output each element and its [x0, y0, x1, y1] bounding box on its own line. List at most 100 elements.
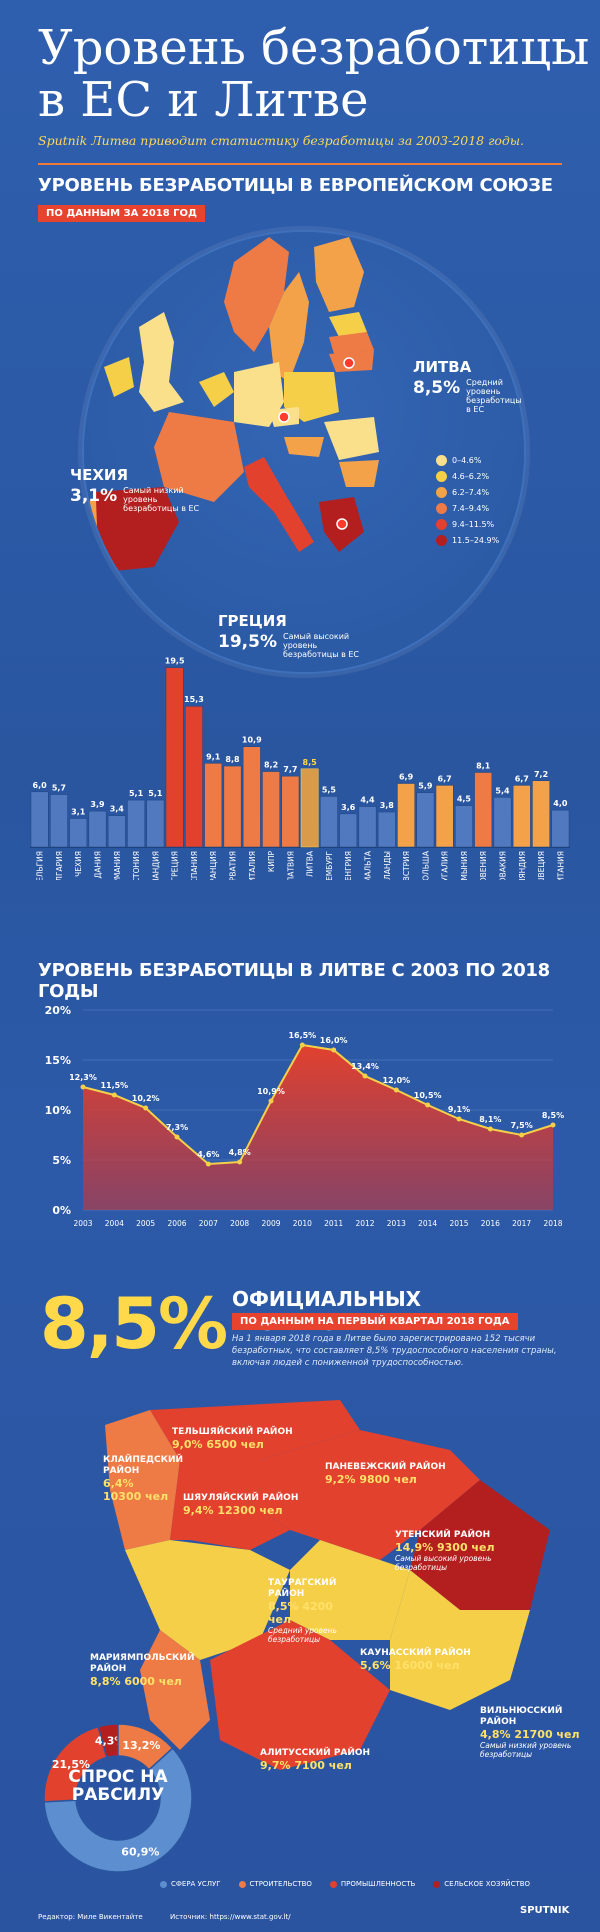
map-hungary	[284, 437, 324, 457]
data-point	[205, 1161, 211, 1167]
callout-lithuania-value: 8,5%	[413, 378, 461, 398]
map-italy	[244, 457, 314, 552]
x-tick-label: 2011	[324, 1219, 343, 1228]
region-kaunas: КАУНАССКИЙ РАЙОН 5,6% 16000 чел	[360, 1648, 471, 1672]
donut-slice-label: 60,9%	[121, 1846, 159, 1859]
bar-category-label: ЧЕХИЯ	[74, 851, 83, 877]
region-siauliai: ШЯУЛЯЙСКИЙ РАЙОН 9,4% 12300 чел	[183, 1493, 298, 1517]
map-sweden	[269, 272, 309, 382]
bar-value-label: 4,4	[360, 796, 375, 805]
bar-value-label: 6,7	[515, 774, 529, 783]
bar	[262, 771, 280, 848]
point-value-label: 13,4%	[351, 1062, 379, 1071]
bar-category-label: ВЕЛИКОБРИТАНИЯ	[556, 851, 565, 880]
region-taurage: ТАУРАГСКИЙ РАЙОН 8,5% 4200 чел Средний у…	[268, 1578, 348, 1644]
bar-value-label: 9,1	[206, 752, 221, 761]
legend-label: 4.6–6.2%	[452, 471, 490, 481]
region-utena-name: УТЕНСКИЙ РАЙОН	[395, 1530, 491, 1540]
bar	[532, 780, 550, 848]
point-value-label: 4,6%	[197, 1150, 219, 1159]
bar-category-label: БОЛГАРИЯ	[55, 851, 64, 880]
bar	[146, 799, 165, 848]
region-utena-value: 14,9% 9300 чел	[395, 1541, 495, 1554]
callout-czechia: ЧЕХИЯ 3,1% Самый низкий уровень безработ…	[70, 466, 208, 513]
eu-bar-chart: 6,0 БЕЛЬГИЯ 5,7 БОЛГАРИЯ 3,1 ЧЕХИЯ 3,9 ДАНИЯ 3,4…	[30, 657, 570, 880]
czechia-marker	[278, 411, 290, 423]
region-kaunas-name: КАУНАССКИЙ РАЙОН	[360, 1648, 471, 1658]
bar-category-label: ИРЛАНДИЯ	[151, 851, 160, 880]
labor-demand-donut: 60,9%21,5%4,3%13,2%	[43, 1723, 193, 1873]
donut-legend-label: СФЕРА УСЛУГ	[171, 1880, 221, 1888]
legend-item: 11.5–24.9%	[436, 532, 499, 548]
bar	[435, 785, 454, 848]
data-point	[174, 1134, 180, 1140]
bar-value-label: 3,8	[380, 801, 395, 810]
x-tick-label: 2005	[136, 1219, 155, 1228]
donut-legend-swatch	[160, 1880, 167, 1888]
bar	[377, 811, 396, 848]
region-klaipeda-name: КЛАЙПЕДСКИЙ РАЙОН	[103, 1455, 184, 1476]
bar-category-label: НИДЕРЛАНДЫ	[383, 851, 392, 880]
map-region-alytus	[210, 1620, 390, 1770]
map-region-taurage	[125, 1540, 290, 1660]
map-region-vilnius	[390, 1570, 530, 1710]
eu-section-tag: ПО ДАННЫМ ЗА 2018 ГОД	[38, 205, 205, 222]
bar	[512, 785, 531, 848]
region-telsiai-name: ТЕЛЬШЯЙСКИЙ РАЙОН	[172, 1427, 293, 1437]
official-big-value: 8,5%	[40, 1283, 228, 1365]
region-vilnius: ВИЛЬНЮССКИЙ РАЙОН 4,8% 21700 чел Самый н…	[480, 1706, 580, 1759]
lt-section-heading: УРОВЕНЬ БЕЗРАБОТИЦЫ В ЛИТВЕ С 2003 ПО 20…	[38, 960, 550, 1002]
point-value-label: 16,0%	[320, 1036, 348, 1045]
donut-slice	[117, 1723, 174, 1771]
region-klaipeda: КЛАЙПЕДСКИЙ РАЙОН 6,4% 10300 чел	[103, 1455, 184, 1503]
legend-label: 11.5–24.9%	[452, 535, 500, 545]
point-value-label: 10,9%	[257, 1087, 285, 1096]
callout-czechia-name: ЧЕХИЯ	[70, 466, 129, 484]
data-point	[519, 1132, 525, 1138]
region-telsiai: ТЕЛЬШЯЙСКИЙ РАЙОН 9,0% 6500 чел	[172, 1427, 293, 1451]
y-tick-label: 10%	[45, 1104, 71, 1117]
donut-slice-label: 13,2%	[122, 1739, 160, 1752]
region-marijampole: МАРИЯМПОЛЬСКИЙ РАЙОН 8,8% 6000 чел	[90, 1653, 200, 1688]
x-tick-label: 2007	[199, 1219, 218, 1228]
map-uk	[139, 312, 184, 412]
bar-category-label: ИСПАНИЯ	[190, 851, 199, 880]
bar	[127, 799, 145, 848]
bar	[50, 794, 68, 848]
region-siauliai-name: ШЯУЛЯЙСКИЙ РАЙОН	[183, 1493, 299, 1503]
x-tick-label: 2012	[355, 1219, 374, 1228]
donut-legend-item: СФЕРА УСЛУГ	[160, 1880, 221, 1888]
x-tick-label: 2017	[512, 1219, 531, 1228]
callout-lithuania: ЛИТВА 8,5% Средний уровень безработицы в…	[413, 358, 522, 414]
bar	[493, 797, 512, 848]
data-point	[425, 1102, 431, 1108]
bar-value-label: 10,9	[242, 736, 262, 745]
bar-category-label: ЭСТОНИЯ	[132, 851, 141, 880]
bar-value-label: 8,8	[225, 755, 240, 764]
lt-area-chart: 0% 5% 10% 15% 20% 12,3% 2003 11,5% 2004 10,2% 2005…	[45, 1004, 564, 1228]
legend-item: 4.6–6.2%	[436, 468, 499, 484]
x-tick-label: 2009	[261, 1219, 280, 1228]
bar	[300, 768, 319, 848]
bar	[107, 815, 126, 848]
area-line	[82, 1043, 554, 1166]
bar	[397, 783, 415, 848]
bar-category-label: ЛЮКСЕМБУРГ	[325, 851, 334, 880]
donut-legend-item: ПРОМЫШЛЕННОСТЬ	[329, 1880, 415, 1888]
donut-legend-swatch	[433, 1880, 441, 1888]
donut-slice-label: 21,5%	[52, 1758, 90, 1771]
point-value-label: 10,2%	[132, 1094, 160, 1103]
point-value-label: 12,0%	[382, 1076, 410, 1085]
map-region-kaunas	[290, 1540, 410, 1640]
bar-value-label: 6,0	[33, 781, 48, 790]
bar-value-label: 5,9	[418, 782, 433, 791]
official-tag: ПО ДАННЫМ НА ПЕРВЫЙ КВАРТАЛ 2018 ГОДА	[232, 1313, 518, 1330]
bar-category-label: ПОЛЬША	[421, 850, 430, 880]
point-value-label: 8,5%	[542, 1111, 564, 1120]
bar-value-label: 7,7	[283, 765, 297, 774]
region-marijampole-value: 8,8% 6000 чел	[90, 1675, 182, 1688]
bar-value-label: 19,5	[165, 657, 185, 666]
donut-legend-label: СЕЛЬСКОЕ ХОЗЯЙСТВО	[444, 1880, 531, 1888]
bar-value-label: 5,4	[495, 786, 510, 795]
map-region-marijampole	[140, 1630, 210, 1750]
